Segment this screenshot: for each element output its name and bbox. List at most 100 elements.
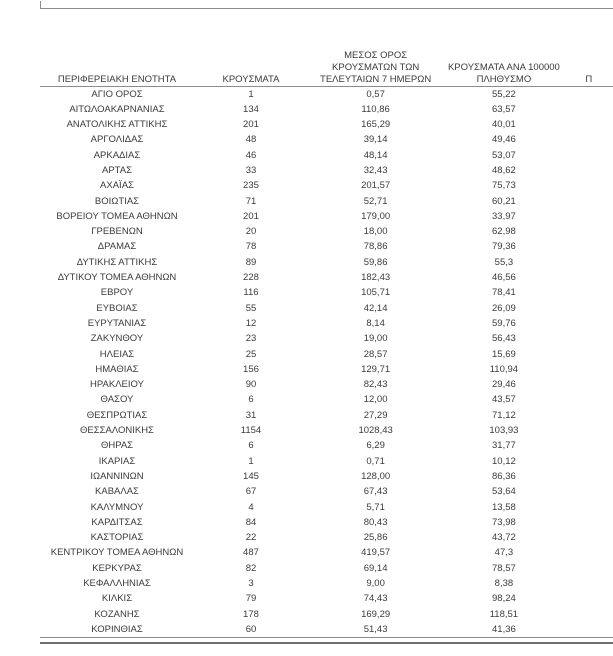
cases-cell: 67 [245, 486, 257, 498]
table-row: ΚΙΛΚΙΣ 79 74,43 98,24 [40, 591, 613, 606]
table-row: ΚΟΡΙΝΘΙΑΣ 60 51,43 41,36 [40, 622, 613, 638]
table-row: ΚΑΛΥΜΝΟΥ 4 5,71 13,58 [40, 500, 613, 515]
cases-cell: 84 [245, 516, 257, 528]
per100k-cell: 79,36 [492, 241, 516, 253]
column-header-clipped-fragment: Π [585, 73, 593, 85]
cases-cell: 1 [248, 455, 254, 467]
region-cell: ΚΕΝΤΡΙΚΟΥ ΤΟΜΕΑ ΑΘΗΝΩΝ [50, 547, 184, 559]
clipped-cell [565, 362, 613, 377]
clipped-cell [565, 515, 613, 530]
table-row: ΚΑΣΤΟΡΙΑΣ 22 25,86 43,72 [40, 530, 613, 545]
region-cell: ΑΡΓΟΛΙΔΑΣ [90, 134, 144, 146]
cases-cell: 90 [245, 379, 257, 391]
column-header-region: ΠΕΡΙΦΕΡΕΙΑΚΗ ΕΝΟΤΗΤΑ [40, 26, 194, 86]
cases-cell: 1154 [240, 425, 262, 437]
clipped-cell [565, 347, 613, 362]
avg7-cell: 6,29 [366, 440, 385, 452]
table-row: ΘΑΣΟΥ 6 12,00 43,57 [40, 392, 613, 407]
table-row: ΚΕΡΚΥΡΑΣ 82 69,14 78,57 [40, 561, 613, 576]
cases-cell: 20 [245, 226, 257, 238]
column-header-avg7: ΜΕΣΟΣ ΟΡΟΣ ΚΡΟΥΣΜΑΤΩΝ ΤΩΝ ΤΕΛΕΥΤΑΙΩΝ 7 Η… [308, 26, 443, 86]
cases-cell: 55 [245, 302, 257, 314]
region-cell: ΙΚΑΡΙΑΣ [98, 455, 136, 467]
avg7-cell: 48,14 [363, 149, 388, 161]
per100k-cell: 78,57 [492, 562, 516, 574]
per100k-cell: 86,36 [492, 470, 516, 482]
column-header-avg7-line3: ΤΕΛΕΥΤΑΙΩΝ 7 ΗΜΕΡΩΝ [320, 73, 432, 85]
column-header-cases: ΚΡΟΥΣΜΑΤΑ [194, 26, 308, 86]
table-row: ΕΥΒΟΙΑΣ 55 42,14 26,09 [40, 301, 613, 316]
table-row: ΑΓΙΟ ΟΡΟΣ 1 0,57 55,22 [40, 86, 613, 102]
avg7-cell: 18,00 [363, 226, 388, 238]
region-cell: ΚΟΡΙΝΘΙΑΣ [91, 623, 143, 635]
region-cell: ΖΑΚΥΝΘΟΥ [90, 333, 144, 345]
clipped-cell [565, 423, 613, 438]
table-row: ΑΡΓΟΛΙΔΑΣ 48 39,14 49,46 [40, 132, 613, 147]
per100k-cell: 60,21 [492, 195, 516, 207]
column-header-per100k-line2: ΠΛΗΘΥΣΜΟ [476, 73, 532, 85]
per100k-cell: 33,97 [492, 210, 516, 222]
clipped-cell [565, 622, 613, 638]
avg7-cell: 19,00 [363, 333, 388, 345]
region-cell: ΕΥΒΟΙΑΣ [96, 302, 138, 314]
avg7-cell: 67,43 [363, 486, 388, 498]
region-cell: ΗΛΕΙΑΣ [99, 348, 135, 360]
cases-cell: 12 [245, 317, 257, 329]
cases-cell: 201 [243, 210, 259, 222]
clipped-cell [565, 132, 613, 147]
clipped-cell [565, 545, 613, 560]
avg7-cell: 78,86 [363, 241, 388, 253]
clipped-cell [565, 102, 613, 117]
column-header-per100k-line1: ΚΡΟΥΣΜΑΤΑ ΑΝΑ 100000 [447, 61, 560, 73]
per100k-cell: 59,76 [492, 317, 516, 329]
region-cell: ΘΗΡΑΣ [100, 440, 134, 452]
avg7-cell: 0,57 [366, 88, 385, 100]
cases-cell: 82 [245, 562, 257, 574]
clipped-cell [565, 392, 613, 407]
per100k-cell: 71,12 [492, 409, 516, 421]
avg7-cell: 165,29 [361, 119, 391, 131]
per100k-cell: 63,57 [492, 103, 516, 115]
avg7-cell: 9,00 [366, 578, 385, 589]
region-cell: ΚΕΦΑΛΛΗΝΙΑΣ [83, 578, 151, 589]
clipped-cell [565, 331, 613, 346]
table-row: ΗΛΕΙΑΣ 25 28,57 15,69 [40, 347, 613, 362]
avg7-cell: 128,00 [361, 470, 391, 482]
clipped-cell [565, 316, 613, 331]
region-cell: ΚΑΣΤΟΡΙΑΣ [90, 532, 144, 544]
cases-cell: 235 [243, 180, 259, 192]
clipped-cell [565, 576, 613, 591]
avg7-cell: 69,14 [363, 562, 388, 574]
avg7-cell: 169,29 [361, 608, 391, 620]
clipped-cell [565, 224, 613, 239]
avg7-cell: 179,00 [361, 210, 391, 222]
per100k-cell: 75,73 [492, 180, 516, 192]
table-row: ΚΟΖΑΝΗΣ 178 169,29 118,51 [40, 607, 613, 622]
per100k-cell: 31,77 [492, 440, 516, 452]
region-cell: ΚΑΡΔΙΤΣΑΣ [91, 516, 143, 528]
region-cell: ΓΡΕΒΕΝΩΝ [91, 226, 143, 238]
region-cell: ΚΑΒΑΛΑΣ [95, 486, 139, 498]
top-left-tick [40, 1, 41, 9]
clipped-cell [565, 454, 613, 469]
table-body: ΑΓΙΟ ΟΡΟΣ 1 0,57 55,22 ΑΙΤΩΛΟΑΚΑΡΝΑΝΙΑΣ … [40, 86, 613, 638]
per100k-cell: 103,93 [489, 425, 519, 437]
cases-cell: 46 [245, 149, 257, 161]
clipped-cell [565, 377, 613, 392]
cases-cell: 33 [245, 164, 257, 176]
table-row: ΚΑΒΑΛΑΣ 67 67,43 53,64 [40, 484, 613, 499]
region-cell: ΑΝΑΤΟΛΙΚΗΣ ΑΤΤΙΚΗΣ [66, 119, 168, 131]
header-row: ΠΕΡΙΦΕΡΕΙΑΚΗ ΕΝΟΤΗΤΑ ΚΡΟΥΣΜΑΤΑ ΜΕΣΟΣ ΟΡΟ… [40, 26, 613, 86]
avg7-cell: 25,86 [363, 532, 388, 544]
table-row: ΒΟΡΕΙΟΥ ΤΟΜΕΑ ΑΘΗΝΩΝ 201 179,00 33,97 [40, 209, 613, 224]
table-row: ΑΡΚΑΔΙΑΣ 46 48,14 53,07 [40, 148, 613, 163]
avg7-cell: 28,57 [363, 348, 388, 360]
table-row: ΘΕΣΣΑΛΟΝΙΚΗΣ 1154 1028,43 103,93 [40, 423, 613, 438]
avg7-cell: 42,14 [363, 302, 388, 314]
table-row: ΑΧΑΪΑΣ 235 201,57 75,73 [40, 178, 613, 193]
per100k-cell: 78,41 [492, 287, 516, 299]
clipped-cell [565, 194, 613, 209]
cases-cell: 228 [243, 272, 259, 284]
table-row: ΘΕΣΠΡΩΤΙΑΣ 31 27,29 71,12 [40, 408, 613, 423]
